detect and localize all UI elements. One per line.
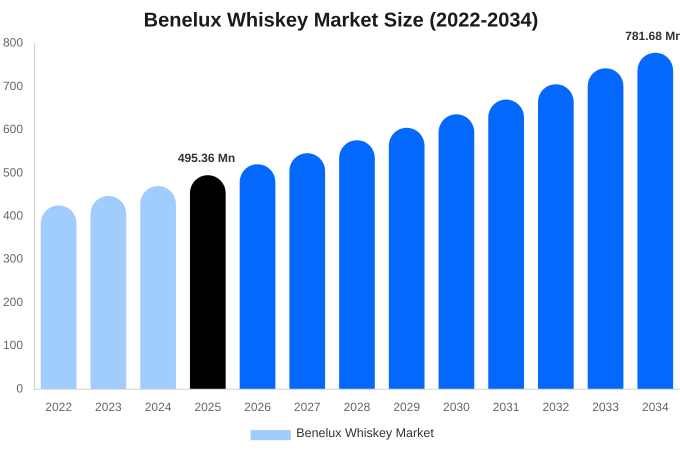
svg-text:2032: 2032 (542, 400, 569, 414)
svg-text:2029: 2029 (393, 400, 420, 414)
svg-text:495.36 Mn: 495.36 Mn (178, 151, 235, 165)
svg-text:2027: 2027 (294, 400, 321, 414)
svg-text:2025: 2025 (194, 400, 221, 414)
svg-text:800: 800 (3, 36, 23, 50)
svg-text:2023: 2023 (95, 400, 122, 414)
svg-text:700: 700 (3, 79, 23, 93)
svg-text:Benelux Whiskey Market Size (2: Benelux Whiskey Market Size (2022-2034) (144, 10, 539, 32)
svg-text:2028: 2028 (344, 400, 371, 414)
svg-text:Benelux Whiskey Market: Benelux Whiskey Market (296, 426, 434, 440)
svg-text:600: 600 (3, 122, 23, 136)
svg-text:300: 300 (3, 252, 23, 266)
svg-text:781.68 Mn: 781.68 Mn (625, 29, 680, 43)
svg-text:100: 100 (3, 338, 23, 352)
svg-text:2026: 2026 (244, 400, 271, 414)
svg-text:2030: 2030 (443, 400, 470, 414)
svg-text:2024: 2024 (145, 400, 172, 414)
svg-text:400: 400 (3, 209, 23, 223)
svg-text:2033: 2033 (592, 400, 619, 414)
svg-text:0: 0 (16, 381, 23, 395)
svg-text:2031: 2031 (493, 400, 520, 414)
svg-text:500: 500 (3, 165, 23, 179)
svg-text:2022: 2022 (45, 400, 72, 414)
svg-text:2034: 2034 (642, 400, 669, 414)
svg-text:200: 200 (3, 295, 23, 309)
